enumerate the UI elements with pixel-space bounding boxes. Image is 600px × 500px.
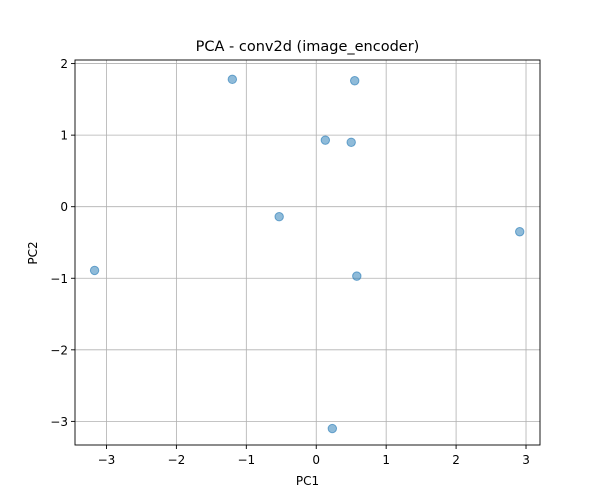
grid (75, 60, 540, 445)
y-axis-label: PC2 (26, 241, 40, 264)
y-tick-label: −2 (50, 343, 68, 357)
y-tick-label: 0 (60, 200, 68, 214)
chart-title: PCA - conv2d (image_encoder) (196, 39, 420, 55)
x-tick-label: −3 (98, 453, 116, 467)
x-axis-label: PC1 (296, 474, 319, 488)
plot-frame (74, 59, 541, 446)
data-point (515, 227, 525, 237)
y-axis-ticks: −3 −2 −1 0 1 2 (50, 57, 75, 429)
y-tick-label: 2 (60, 57, 68, 71)
data-point (327, 423, 338, 434)
data-point (349, 76, 360, 86)
data-point (352, 271, 362, 281)
x-tick-label: 1 (382, 453, 390, 467)
x-tick-label: −1 (237, 453, 255, 467)
x-axis-ticks: −3 −2 −1 0 1 2 3 (98, 445, 530, 467)
x-tick-label: −2 (168, 453, 186, 467)
data-points (89, 74, 525, 434)
data-point (227, 74, 238, 85)
data-point (320, 135, 331, 145)
data-point (346, 137, 356, 147)
x-tick-label: 3 (522, 453, 530, 467)
data-point (89, 265, 100, 276)
y-tick-label: −1 (50, 272, 68, 286)
x-tick-label: 2 (452, 453, 460, 467)
y-tick-label: −3 (50, 415, 68, 429)
data-point (274, 212, 284, 222)
y-tick-label: 1 (60, 129, 68, 143)
x-tick-label: 0 (312, 453, 320, 467)
